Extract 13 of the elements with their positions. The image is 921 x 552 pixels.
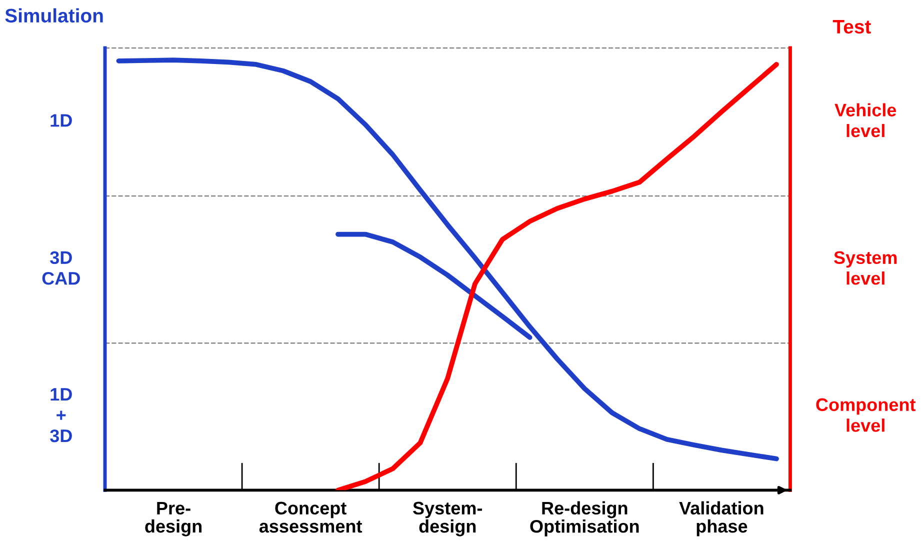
text: System level <box>834 251 897 285</box>
y-axis-title: Simulation <box>5 8 103 23</box>
text: 3D CAD <box>42 251 80 285</box>
text: Vehicle level <box>834 103 896 138</box>
x-tick-label: Pre- design <box>145 502 202 536</box>
y2-axis-title: Test <box>832 20 871 34</box>
x-tick-label: Concept assessment <box>259 502 362 533</box>
text: 1D <box>50 114 72 127</box>
x-tick-label: System- design <box>413 502 482 536</box>
text: Component level <box>816 398 916 432</box>
x-tick-label: Re-design Optimisation <box>530 501 639 536</box>
text: 1D + 3D <box>50 388 72 442</box>
x-tick-label: Validation phase <box>679 501 764 536</box>
